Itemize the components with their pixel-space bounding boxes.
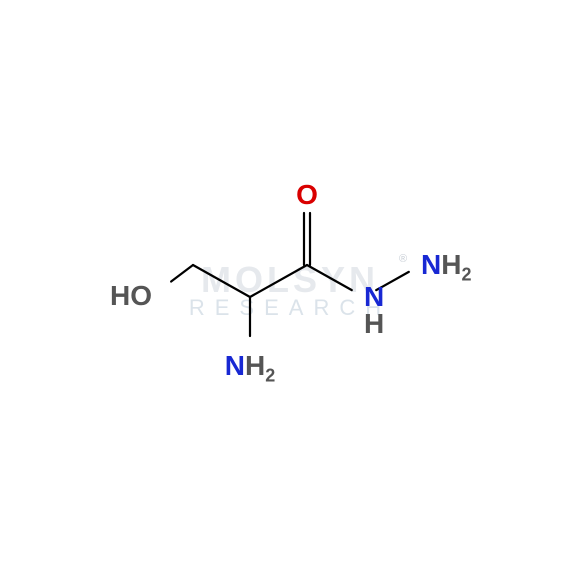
atom-O1: O [296,181,318,209]
atom-OH: HO [110,282,152,310]
canvas: MOLSYN RESEARCH ® OHONH2NHNH2 [0,0,580,580]
bond-layer [0,0,580,580]
atom-H2: H [364,310,384,338]
atom-N3: NH2 [421,251,471,279]
atom-N1: NH2 [225,352,275,380]
atom-N2: N [364,283,384,311]
